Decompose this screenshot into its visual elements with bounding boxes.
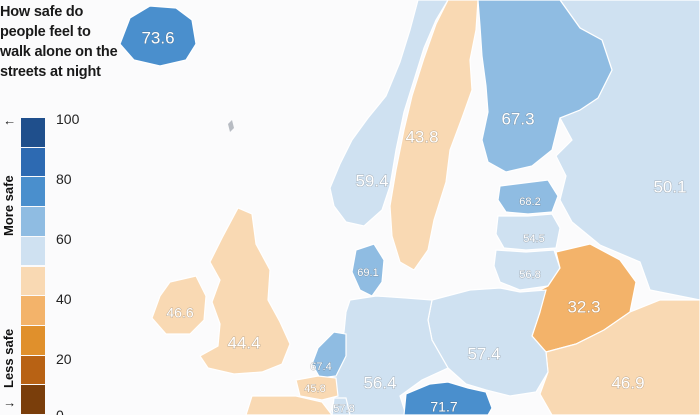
value-label-belarus: 32.3 — [567, 297, 600, 316]
value-label-czech-republic: 71.7 — [430, 399, 457, 415]
legend-band — [21, 266, 45, 296]
country-norway — [329, 0, 449, 227]
country-estonia — [497, 179, 559, 215]
value-label-sweden: 43.8 — [405, 127, 438, 146]
country-czech-republic — [403, 381, 493, 415]
value-label-netherlands: 67.4 — [310, 361, 331, 373]
value-label-lithuania: 56.8 — [519, 269, 540, 281]
more-safe-label: ↑ More safe — [0, 118, 18, 238]
country-luxembourg — [331, 397, 351, 415]
value-label-germany: 56.4 — [363, 373, 396, 392]
legend-tick-60: 60 — [56, 231, 72, 247]
country-france-edge — [245, 395, 333, 415]
country-belgium — [295, 375, 339, 401]
arrow-down-icon: ↓ — [1, 401, 16, 409]
value-label-luxembourg: 57.8 — [333, 403, 354, 415]
legend-tick-0: 0 — [56, 407, 64, 415]
legend-band — [21, 147, 45, 177]
value-label-poland: 57.4 — [467, 344, 500, 363]
value-label-norway: 59.4 — [355, 171, 388, 190]
title-line-1: How safe do — [0, 4, 84, 20]
arrow-up-icon: ↑ — [1, 119, 16, 127]
map-title: How safe do people feel to walk alone on… — [0, 2, 132, 82]
legend-tick-80: 80 — [56, 171, 72, 187]
title-line-3: walk alone on the — [0, 44, 118, 60]
value-label-ireland: 46.6 — [166, 305, 193, 321]
country-ukraine — [539, 299, 700, 415]
title-line-4: streets at night — [0, 64, 101, 80]
faroe-islands-shape — [228, 120, 234, 132]
legend-band — [21, 385, 45, 414]
country-united-kingdom — [199, 207, 291, 375]
value-label-denmark: 69.1 — [357, 267, 378, 279]
value-label-united-kingdom: 44.4 — [227, 333, 260, 352]
color-legend: 100 80 60 40 20 0 ↑ More safe Less safe … — [0, 111, 130, 415]
value-label-russia: 50.1 — [653, 177, 686, 196]
country-finland — [477, 0, 613, 173]
title-line-2: people feel to — [0, 24, 91, 40]
legend-band — [21, 325, 45, 355]
value-label-latvia: 54.5 — [523, 233, 544, 245]
legend-band — [21, 296, 45, 325]
more-safe-text: More safe — [1, 175, 16, 236]
value-label-iceland: 73.6 — [141, 28, 174, 47]
value-label-estonia: 68.2 — [519, 196, 540, 208]
value-label-ukraine: 46.9 — [611, 373, 644, 392]
country-netherlands — [311, 331, 347, 379]
legend-tick-100: 100 — [56, 111, 80, 127]
legend-band — [21, 355, 45, 385]
value-label-finland: 67.3 — [501, 109, 534, 128]
legend-band — [21, 207, 45, 236]
legend-tick-20: 20 — [56, 351, 72, 367]
country-ireland — [151, 275, 207, 335]
country-sweden — [389, 0, 479, 271]
legend-band — [21, 118, 45, 147]
less-safe-text: Less safe — [1, 328, 16, 388]
legend-band — [21, 177, 45, 207]
legend-tick-40: 40 — [56, 291, 72, 307]
less-safe-label: Less safe ↓ — [0, 298, 18, 415]
value-label-belgium: 45.8 — [304, 383, 325, 395]
country-denmark — [351, 243, 385, 297]
country-latvia — [495, 213, 561, 251]
country-iceland — [119, 5, 197, 67]
legend-band — [21, 236, 45, 266]
